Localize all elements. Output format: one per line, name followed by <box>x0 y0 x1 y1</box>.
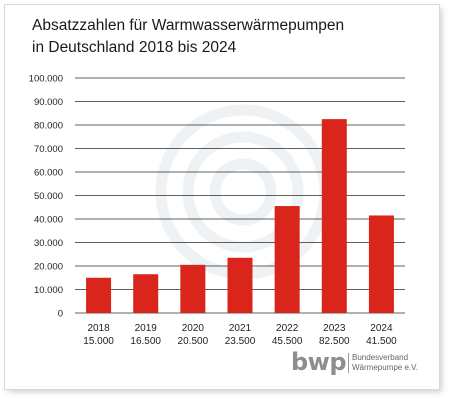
x-tick-label: 2019 <box>135 323 158 334</box>
y-tick-label: 50.000 <box>34 191 63 202</box>
chart-title: Absatzzahlen für Warmwasserwärmepumpen i… <box>32 15 432 59</box>
logo-mark: bwp <box>291 348 347 376</box>
bar <box>227 257 253 313</box>
y-tick-label: 60.000 <box>34 168 63 179</box>
bar <box>86 277 112 313</box>
bar <box>321 119 347 313</box>
title-line-2: in Deutschland 2018 bis 2024 <box>32 39 237 56</box>
x-tick-label: 2022 <box>276 323 299 334</box>
data-label: 41.500 <box>366 336 397 347</box>
logo-text-line-2: Wärmepumpe e.V. <box>352 363 418 372</box>
y-tick-label: 40.000 <box>34 215 63 226</box>
watermark-swirl <box>155 104 331 280</box>
x-tick-label: 2021 <box>229 323 252 334</box>
logo-text: Bundesverband Wärmepumpe e.V. <box>352 353 442 373</box>
logo-divider <box>348 353 349 373</box>
y-axis-ticks: 0 10.000 20.000 30.000 40.000 50.000 60.000 70.… <box>29 74 63 320</box>
bar <box>274 206 300 313</box>
bars <box>86 119 394 313</box>
bar <box>368 215 394 313</box>
data-label: 82.500 <box>319 336 350 347</box>
bar <box>180 264 206 313</box>
gridlines <box>75 77 405 314</box>
data-label: 20.500 <box>178 336 209 347</box>
logo-text-line-1: Bundesverband <box>352 353 409 362</box>
y-tick-label: 70.000 <box>34 144 63 155</box>
bar <box>133 274 159 313</box>
data-label: 23.500 <box>225 336 256 347</box>
title-line-1: Absatzzahlen für Warmwasserwärmepumpen <box>32 17 345 34</box>
y-tick-label: 80.000 <box>34 121 63 132</box>
y-tick-label: 10.000 <box>34 285 63 296</box>
chart-card <box>4 4 440 390</box>
x-axis-labels: 2018 15.000 2019 16.500 2020 20.500 2021 23.500… <box>83 323 397 347</box>
data-label: 15.000 <box>83 336 114 347</box>
x-tick-label: 2023 <box>323 323 346 334</box>
y-tick-label: 100.000 <box>29 74 63 85</box>
x-tick-label: 2020 <box>182 323 205 334</box>
y-tick-label: 30.000 <box>34 238 63 249</box>
data-label: 45.500 <box>272 336 303 347</box>
x-tick-label: 2024 <box>370 323 393 334</box>
x-tick-label: 2018 <box>87 323 110 334</box>
y-tick-label: 20.000 <box>34 262 63 273</box>
y-tick-label: 90.000 <box>34 97 63 108</box>
data-label: 16.500 <box>130 336 161 347</box>
y-tick-label: 0 <box>58 309 63 320</box>
